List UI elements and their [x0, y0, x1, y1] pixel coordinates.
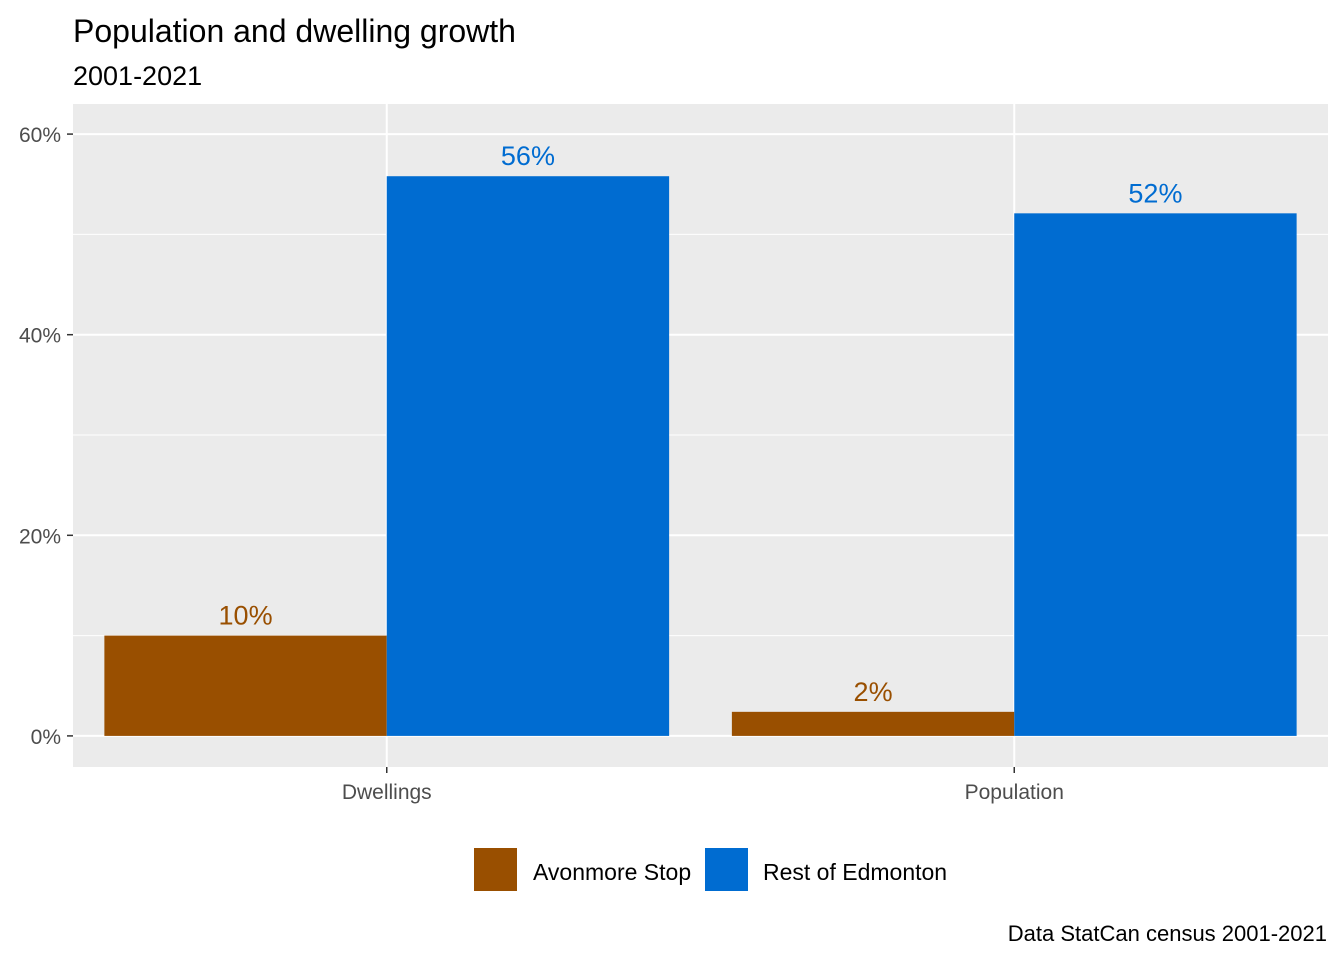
chart-title: Population and dwelling growth	[73, 13, 516, 49]
data-label: 10%	[219, 601, 273, 631]
bar	[1014, 213, 1297, 736]
chart-caption: Data StatCan census 2001-2021	[1008, 921, 1327, 946]
data-label: 56%	[501, 141, 555, 171]
data-label: 2%	[854, 677, 893, 707]
x-tick-label: Dwellings	[342, 781, 432, 804]
bar	[386, 176, 670, 736]
chart-subtitle: 2001-2021	[73, 61, 202, 91]
y-tick-label: 60%	[19, 124, 61, 147]
legend-label: Rest of Edmonton	[763, 859, 947, 885]
y-tick-label: 20%	[19, 525, 61, 548]
legend-label: Avonmore Stop	[533, 859, 691, 885]
bar	[731, 711, 1015, 736]
y-tick-label: 40%	[19, 325, 61, 348]
legend-swatch	[474, 848, 517, 891]
bar	[104, 635, 387, 736]
data-label: 52%	[1128, 178, 1182, 208]
y-tick-label: 0%	[31, 726, 61, 749]
x-tick-label: Population	[965, 781, 1064, 804]
legend-swatch	[705, 848, 748, 891]
